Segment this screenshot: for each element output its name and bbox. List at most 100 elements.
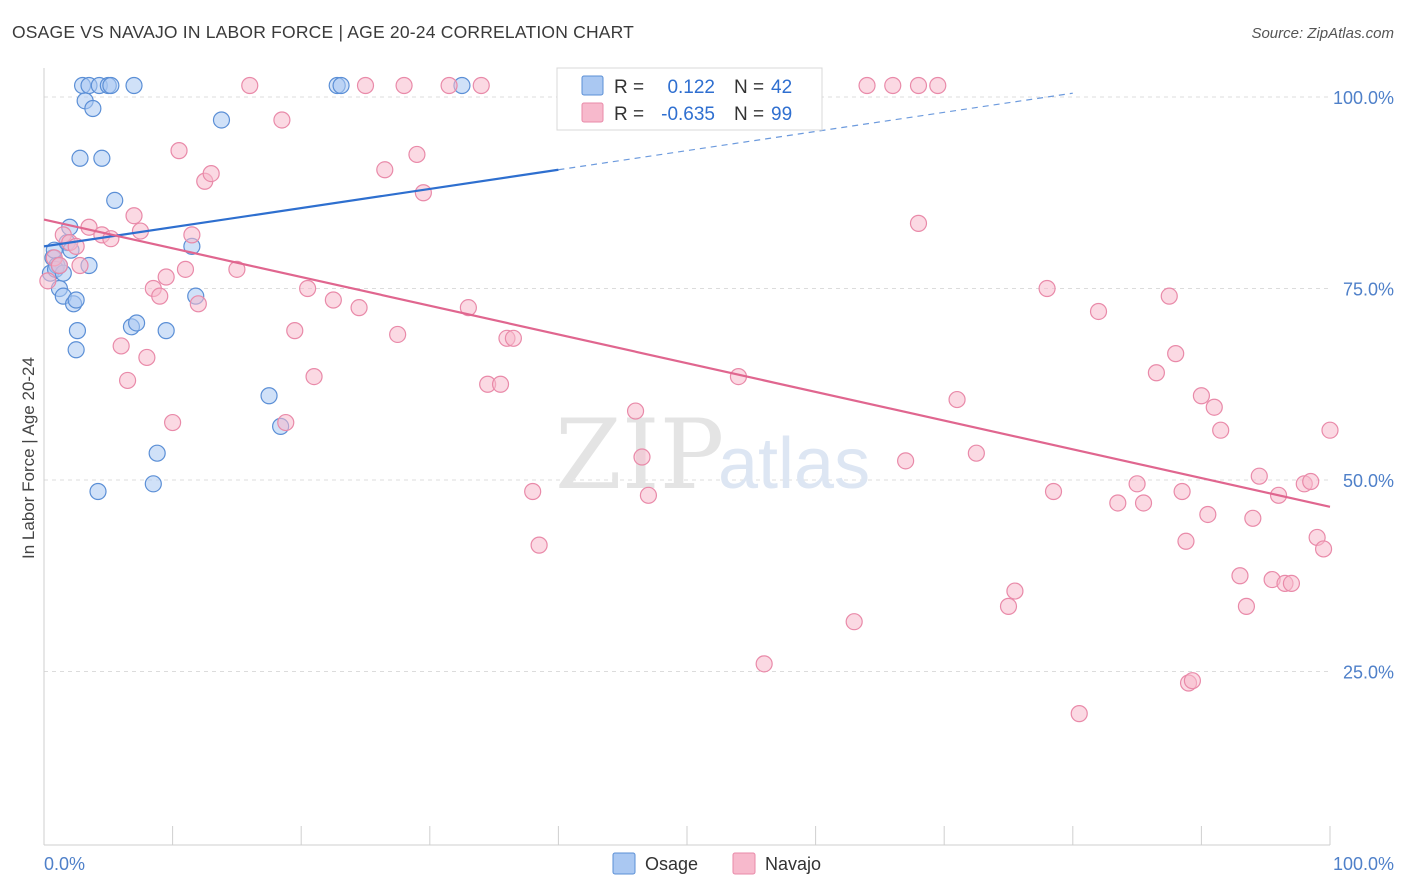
navajo-point: [530, 536, 548, 554]
legend-label-navajo: Navajo: [765, 854, 821, 874]
navajo-point: [1302, 472, 1320, 491]
navajo-point: [1006, 582, 1024, 600]
navajo-point: [1244, 509, 1262, 527]
navajo-point: [389, 325, 407, 344]
navajo-point: [324, 291, 342, 309]
navajo-point: [1321, 421, 1339, 439]
stats-swatch-osage: [581, 75, 604, 96]
navajo-point: [884, 76, 902, 95]
y-tick-label: 75.0%: [1343, 280, 1394, 300]
navajo-trend-line: [43, 218, 1331, 508]
osage-point: [144, 475, 162, 493]
osage-point: [89, 482, 107, 501]
navajo-point: [1128, 475, 1146, 493]
navajo-point: [999, 597, 1018, 615]
navajo-point: [189, 295, 207, 313]
osage-point: [125, 76, 143, 95]
osage-point: [67, 291, 85, 309]
navajo-point: [472, 76, 490, 95]
navajo-point: [241, 76, 259, 95]
stats-n-label-navajo: N =: [734, 104, 764, 125]
navajo-point: [228, 260, 246, 278]
navajo-point: [1212, 421, 1230, 439]
watermark-atlas: atlas: [718, 424, 870, 504]
navajo-point: [170, 142, 188, 160]
stats-n-value-navajo: 99: [771, 104, 792, 125]
navajo-point: [1173, 482, 1191, 501]
osage-trend-extension: [558, 92, 1073, 171]
navajo-point: [524, 482, 542, 501]
navajo-point: [1237, 597, 1256, 615]
navajo-point: [633, 448, 651, 466]
stats-legend: R = 0.122 N = 42 R = -0.635 N = 99: [556, 67, 823, 131]
navajo-point: [183, 226, 201, 244]
trend-layer: [43, 92, 1331, 508]
stats-r-value-osage: 0.122: [667, 77, 715, 98]
navajo-point: [286, 322, 304, 340]
legend-swatch-osage: [612, 852, 636, 875]
navajo-point: [1192, 387, 1211, 405]
stats-r-label-osage: R =: [614, 77, 644, 98]
navajo-point: [157, 268, 175, 286]
legend-swatch-navajo: [732, 852, 756, 875]
legend-label-osage: Osage: [645, 854, 698, 874]
osage-point: [127, 314, 146, 332]
osage-point: [68, 322, 87, 340]
osage-point: [332, 76, 350, 95]
y-axis-label: In Labor Force | Age 20-24: [19, 357, 38, 559]
osage-point: [260, 387, 278, 405]
navajo-point: [273, 111, 291, 129]
bottom-legend: Osage Navajo: [612, 852, 821, 875]
navajo-point: [1314, 540, 1333, 558]
navajo-point: [1231, 567, 1249, 585]
osage-point: [148, 444, 166, 462]
navajo-point: [1038, 279, 1056, 298]
osage-point: [106, 191, 124, 210]
navajo-point: [639, 486, 658, 504]
navajo-point: [1177, 532, 1195, 550]
y-tick-label: 50.0%: [1343, 471, 1394, 491]
navajo-point: [1044, 482, 1063, 501]
navajo-point: [1134, 494, 1153, 512]
navajo-point: [176, 260, 195, 278]
navajo-point: [395, 76, 413, 95]
navajo-point: [755, 655, 773, 673]
navajo-point: [202, 165, 220, 183]
navajo-point: [440, 76, 458, 95]
stats-r-label-navajo: R =: [614, 104, 644, 125]
navajo-point: [39, 272, 57, 290]
stats-n-label-osage: N =: [734, 77, 764, 98]
navajo-point: [845, 613, 863, 631]
navajo-point: [50, 256, 69, 275]
y-tick-label: 100.0%: [1333, 88, 1394, 108]
navajo-point: [1147, 364, 1165, 382]
osage-point: [67, 341, 85, 359]
navajo-point: [1250, 467, 1268, 485]
navajo-point: [350, 299, 368, 317]
navajo-point: [164, 413, 182, 432]
navajo-point: [125, 207, 143, 225]
navajo-point: [1070, 705, 1088, 723]
y-tick-labels: 25.0% 50.0% 75.0% 100.0%: [1333, 88, 1394, 683]
navajo-point: [909, 214, 928, 232]
navajo-point: [414, 184, 432, 202]
navajo-point: [118, 371, 137, 390]
navajo-point: [504, 329, 522, 347]
navajo-point: [967, 444, 985, 462]
navajo-point: [1282, 574, 1301, 593]
osage-point: [84, 99, 102, 118]
navajo-point: [929, 76, 947, 95]
stats-n-value-osage: 42: [771, 77, 792, 98]
navajo-point: [376, 161, 394, 179]
navajo-point: [1160, 287, 1178, 305]
navajo-point: [151, 287, 169, 305]
navajo-point: [299, 279, 317, 298]
osage-point: [102, 76, 120, 95]
navajo-point: [491, 375, 510, 393]
navajo-point: [626, 402, 645, 420]
navajo-point: [305, 367, 323, 386]
navajo-point: [1199, 505, 1217, 524]
stats-r-value-navajo: -0.635: [661, 104, 715, 125]
navajo-point: [356, 76, 375, 95]
navajo-point: [459, 299, 477, 317]
